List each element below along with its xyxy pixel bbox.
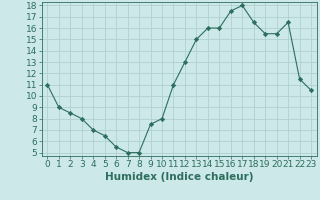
X-axis label: Humidex (Indice chaleur): Humidex (Indice chaleur) (105, 172, 253, 182)
